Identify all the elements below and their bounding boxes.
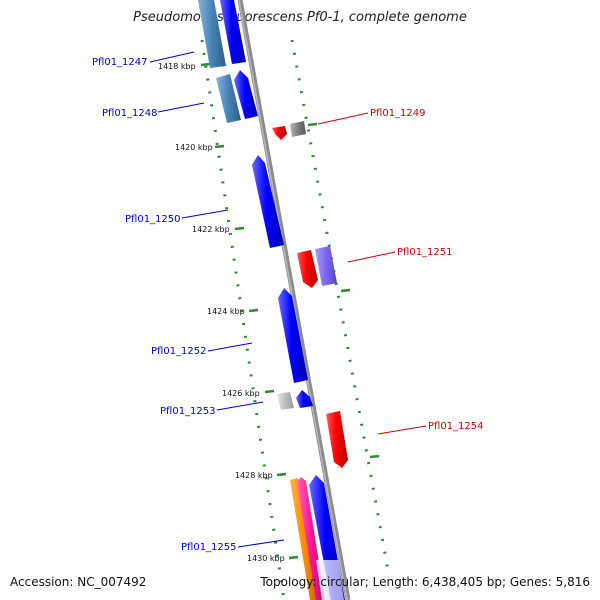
tick-mark bbox=[340, 288, 351, 293]
tick-mark bbox=[248, 308, 259, 313]
label-line bbox=[347, 251, 396, 263]
tick-mark bbox=[234, 226, 245, 231]
label-line bbox=[237, 539, 285, 548]
label-line bbox=[149, 51, 195, 63]
tick-mark bbox=[200, 62, 211, 67]
kbp-labels: 1418 kbp 1420 kbp 1422 kbp 1424 kbp 1426… bbox=[158, 62, 285, 563]
outer-tick-marks bbox=[307, 122, 380, 459]
label-line bbox=[216, 401, 264, 411]
label-line bbox=[157, 102, 205, 113]
tick-mark bbox=[288, 555, 299, 560]
tick-marks bbox=[200, 62, 299, 560]
label-line bbox=[181, 209, 229, 219]
gene-label: Pfl01_1253 bbox=[160, 406, 216, 417]
tick-label: 1428 kbp bbox=[235, 471, 273, 480]
reverse-features bbox=[272, 121, 348, 468]
genome-backbone bbox=[237, 0, 351, 600]
gene-feature bbox=[315, 246, 337, 286]
gene-feature bbox=[290, 121, 306, 137]
right-gene-labels: Pfl01_1249 Pfl01_1251 Pfl01_1254 bbox=[370, 108, 484, 432]
tick-mark bbox=[214, 144, 225, 149]
tick-label: 1426 kbp bbox=[222, 389, 260, 398]
tick-mark bbox=[264, 389, 275, 394]
gene-label: Pfl01_1250 bbox=[125, 214, 181, 225]
gene-feature bbox=[252, 155, 284, 248]
right-label-lines bbox=[317, 112, 427, 435]
gene-feature bbox=[277, 392, 294, 410]
label-line bbox=[317, 112, 369, 125]
gene-feature bbox=[278, 288, 308, 383]
gene-label: Pfl01_1248 bbox=[102, 108, 158, 119]
tick-mark bbox=[276, 472, 287, 477]
tick-label: 1424 kbp bbox=[207, 307, 245, 316]
tick-mark bbox=[369, 454, 380, 459]
gene-feature bbox=[272, 126, 287, 140]
tick-mark bbox=[307, 122, 318, 127]
gene-feature bbox=[296, 390, 313, 408]
inner-dotted-track bbox=[200, 39, 286, 600]
accession-text: Accession: NC_007492 bbox=[10, 575, 147, 589]
gene-label: Pfl01_1255 bbox=[181, 542, 237, 553]
gene-label: Pfl01_1251 bbox=[397, 247, 453, 258]
gene-feature bbox=[297, 250, 318, 288]
tick-label: 1418 kbp bbox=[158, 62, 196, 71]
gene-feature bbox=[234, 70, 258, 119]
gene-label: Pfl01_1252 bbox=[151, 346, 207, 357]
gene-feature bbox=[220, 0, 246, 64]
label-line bbox=[377, 425, 427, 435]
forward-features bbox=[198, 0, 345, 600]
left-label-lines bbox=[149, 51, 285, 548]
gene-feature bbox=[290, 478, 318, 600]
gene-feature bbox=[216, 74, 241, 123]
gene-label: Pfl01_1247 bbox=[92, 57, 148, 68]
gene-label: Pfl01_1249 bbox=[370, 108, 426, 119]
backbone-highlight bbox=[238, 0, 348, 600]
tick-label: 1422 kbp bbox=[192, 225, 230, 234]
left-gene-labels: Pfl01_1247 Pfl01_1248 Pfl01_1250 Pfl01_1… bbox=[92, 57, 237, 553]
gene-feature bbox=[326, 411, 348, 468]
gene-label: Pfl01_1254 bbox=[428, 421, 484, 432]
tick-label: 1430 kbp bbox=[247, 554, 285, 563]
gene-feature bbox=[198, 0, 226, 68]
label-line bbox=[207, 342, 253, 352]
tick-label: 1420 kbp bbox=[175, 143, 213, 152]
gene-feature bbox=[316, 560, 344, 600]
topology-text: Topology: circular; Length: 6,438,405 bp… bbox=[260, 575, 590, 589]
